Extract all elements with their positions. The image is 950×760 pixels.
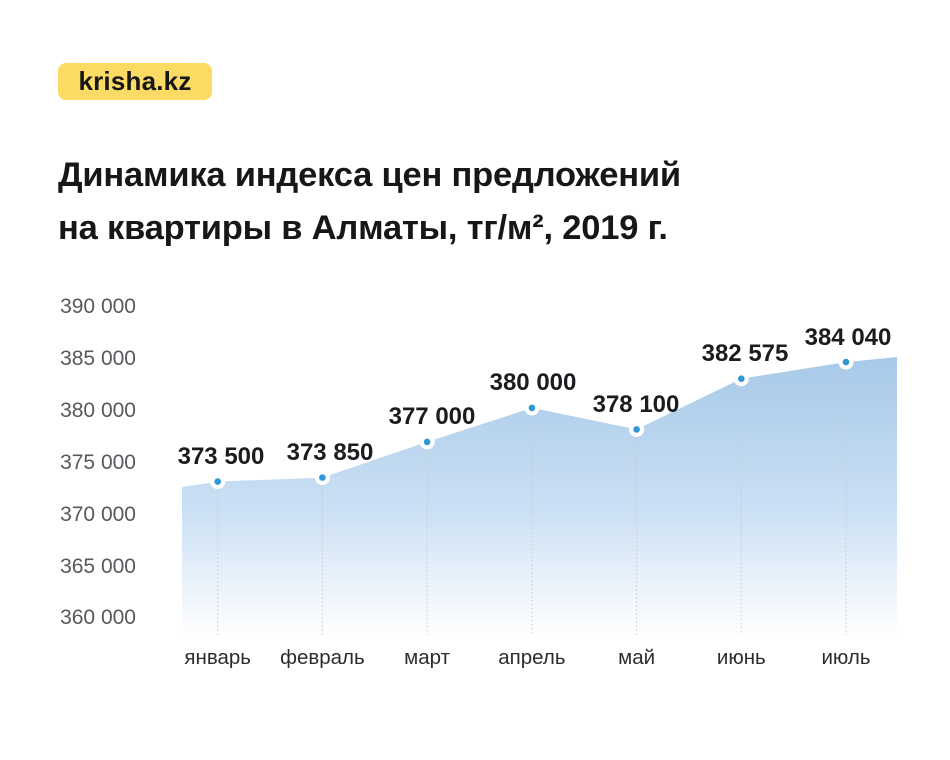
svg-text:июнь: июнь	[717, 646, 766, 669]
svg-text:360 000: 360 000	[60, 606, 136, 629]
svg-text:май: май	[618, 646, 655, 669]
svg-text:июль: июль	[821, 646, 870, 669]
svg-text:375 000: 375 000	[60, 451, 136, 474]
svg-text:373 850: 373 850	[287, 439, 374, 466]
svg-text:385 000: 385 000	[60, 347, 136, 370]
svg-text:382 575: 382 575	[702, 340, 789, 367]
svg-text:380 000: 380 000	[490, 369, 577, 396]
svg-text:384 040: 384 040	[805, 324, 892, 351]
svg-text:370 000: 370 000	[60, 503, 136, 526]
svg-text:380 000: 380 000	[60, 399, 136, 422]
svg-text:365 000: 365 000	[60, 555, 136, 578]
svg-text:январь: январь	[184, 646, 251, 669]
svg-text:378 100: 378 100	[593, 391, 680, 418]
svg-text:373 500: 373 500	[178, 443, 265, 470]
svg-text:377 000: 377 000	[389, 403, 476, 430]
svg-text:390 000: 390 000	[60, 295, 136, 318]
svg-text:февраль: февраль	[280, 646, 365, 669]
svg-text:апрель: апрель	[498, 646, 565, 669]
svg-text:март: март	[404, 646, 450, 669]
